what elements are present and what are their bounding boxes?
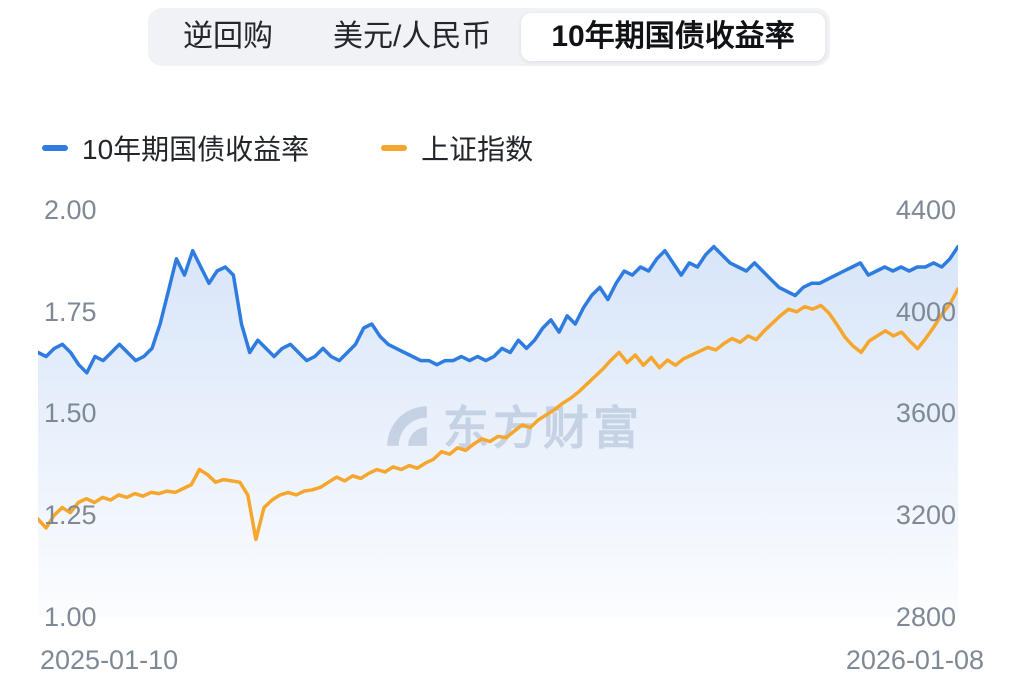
right-axis-tick: 3200 xyxy=(895,500,956,530)
legend-label: 10年期国债收益率 xyxy=(82,134,310,165)
right-axis-tick: 3600 xyxy=(895,398,956,428)
x-axis-start-date: 2025-01-10 xyxy=(40,645,179,675)
legend-item-shanghai-index[interactable]: 上证指数 xyxy=(381,128,533,168)
tab-reverse-repo[interactable]: 逆回购 xyxy=(183,20,273,53)
chart-legend: 10年期国债收益率 上证指数 xyxy=(42,128,533,168)
left-axis-tick: 2.00 xyxy=(44,195,97,225)
right-axis-tick: 4400 xyxy=(895,195,956,225)
left-axis-tick: 1.25 xyxy=(44,500,97,530)
right-axis-tick: 4000 xyxy=(895,297,956,327)
treasury-yield-swatch xyxy=(42,145,68,151)
left-axis-tick: 1.00 xyxy=(44,602,97,632)
shanghai-index-line xyxy=(38,287,958,542)
legend-item-treasury-yield[interactable]: 10年期国债收益率 xyxy=(42,128,309,168)
treasury-yield-line xyxy=(38,244,958,375)
x-axis-end-date: 2026-01-08 xyxy=(845,645,984,675)
left-axis-tick: 1.50 xyxy=(44,398,97,428)
tab-bar: 逆回购 美元/人民币 10年期国债收益率 xyxy=(148,8,830,66)
dual-axis-line-chart[interactable] xyxy=(38,195,958,635)
tab-10y-treasury-yield[interactable]: 10年期国债收益率 xyxy=(521,13,825,61)
tab-usd-cny[interactable]: 美元/人民币 xyxy=(333,20,492,53)
shanghai-index-swatch xyxy=(381,145,408,151)
left-axis-tick: 1.75 xyxy=(44,297,97,327)
treasury-yield-area-fill xyxy=(38,246,958,617)
legend-label: 上证指数 xyxy=(421,134,534,165)
right-axis-tick: 2800 xyxy=(895,602,956,632)
